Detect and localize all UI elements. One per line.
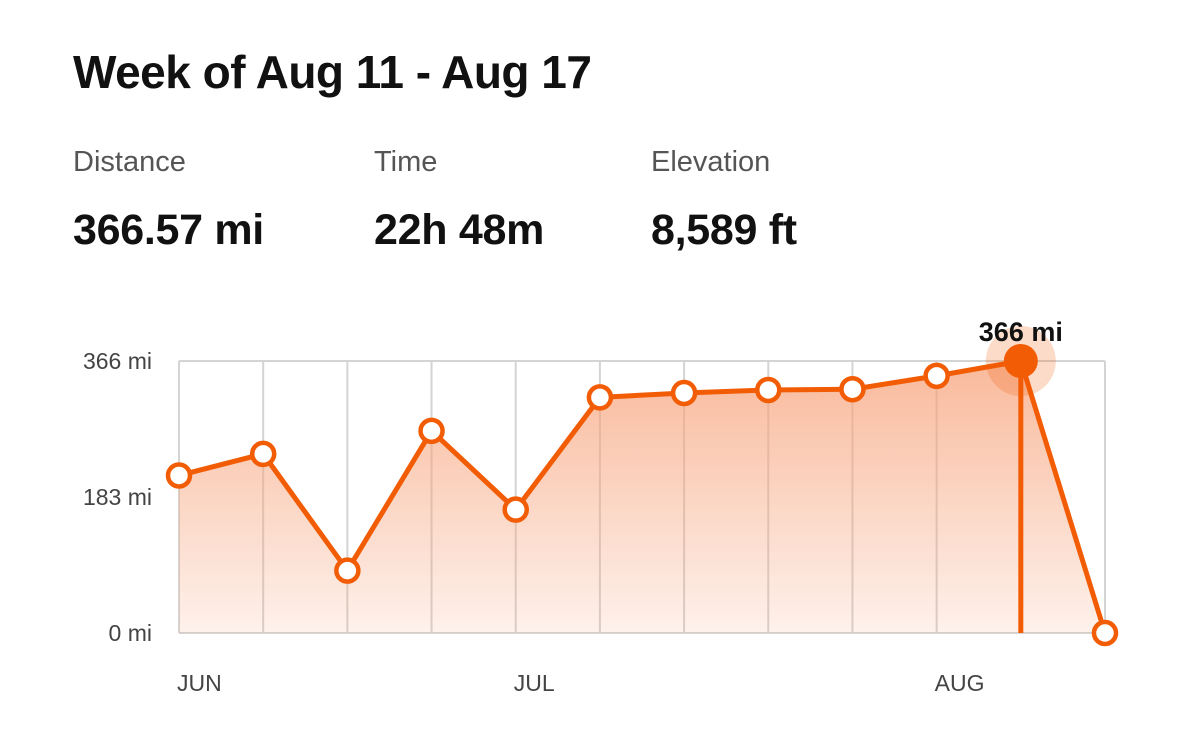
elevation-stat: Elevation 8,589 ft xyxy=(651,142,797,256)
chart-line xyxy=(176,358,1108,636)
data-point[interactable] xyxy=(755,376,782,404)
selected-value-label: 366 mi xyxy=(979,317,1063,347)
chart-labels: 0 mi 183 mi 366 mi JUN JUL AUG 366 mi xyxy=(83,317,1063,696)
elevation-label: Elevation xyxy=(651,146,771,178)
area-fill xyxy=(179,361,1105,633)
distance-stat: Distance 366.57 mi xyxy=(73,142,264,256)
data-point[interactable] xyxy=(1091,619,1119,647)
chart-area xyxy=(179,361,1105,633)
data-point[interactable] xyxy=(839,375,866,403)
y-tick-label: 366 mi xyxy=(83,348,152,374)
chart-points[interactable] xyxy=(165,344,1119,647)
distance-label: Distance xyxy=(73,146,186,178)
x-month-label: JUL xyxy=(514,670,555,696)
data-point[interactable] xyxy=(586,384,614,411)
data-point[interactable] xyxy=(502,496,529,523)
data-point[interactable] xyxy=(165,462,193,489)
data-point[interactable] xyxy=(670,379,698,407)
x-month-label: AUG xyxy=(935,670,985,696)
time-value: 22h 48m xyxy=(374,206,545,254)
time-stat: Time 22h 48m xyxy=(374,142,544,256)
week-title: Week of Aug 11 - Aug 17 xyxy=(73,46,592,98)
selected-data-point[interactable] xyxy=(1003,344,1038,378)
y-tick-label: 183 mi xyxy=(83,484,152,510)
data-point[interactable] xyxy=(249,440,277,468)
data-point[interactable] xyxy=(923,362,950,390)
x-month-label: JUN xyxy=(177,670,222,696)
data-point[interactable] xyxy=(418,417,445,445)
series-line xyxy=(176,358,1108,636)
elevation-value: 8,589 ft xyxy=(651,206,797,254)
distance-value: 366.57 mi xyxy=(73,206,264,254)
y-tick-label: 0 mi xyxy=(109,620,152,646)
time-label: Time xyxy=(374,146,438,178)
data-point[interactable] xyxy=(334,557,361,584)
